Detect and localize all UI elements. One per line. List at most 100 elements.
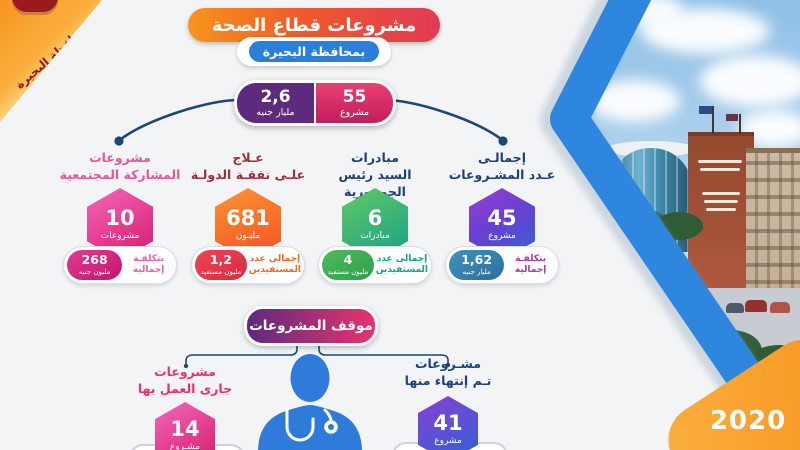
- summary-projects-unit: مشروع: [339, 106, 370, 118]
- status-label-line1: مشروعات: [154, 364, 216, 379]
- info-pill: بتكلفـة إجمالية 268 مليون جنيه: [63, 246, 177, 284]
- info-label-line2: إجمالية: [514, 265, 547, 275]
- hexagon-value: 6: [367, 205, 383, 230]
- column-state-expense-treatment: عـلاج علـى نفقـة الدولـة 681 مليـون إجما…: [183, 150, 313, 300]
- summary-projects: 55 مشروع: [316, 83, 393, 123]
- info-unit: مليار جنيه: [462, 267, 491, 276]
- car: [745, 300, 767, 312]
- bracket-dot: [498, 136, 508, 146]
- column-total-projects: إجمالـى عـدد المشـروعات 45 مشروع بتكلفـة…: [437, 150, 567, 300]
- governorate-crest-icon: [12, 0, 58, 15]
- hexagon-value: 14: [170, 416, 200, 441]
- small-building: [580, 185, 616, 240]
- tower-sign-line: [700, 168, 740, 171]
- bracket-dot: [114, 136, 124, 146]
- info-value-box: 1,62 مليار جنيه: [449, 250, 505, 280]
- info-label: إجمالى عدد المستفيدين: [376, 254, 428, 276]
- column-header-line1: مشروعات: [89, 150, 151, 165]
- info-value-box: 4 مليون مستفيد: [322, 250, 374, 280]
- hexagon-value: 45: [487, 205, 517, 230]
- hexagon-value: 41: [433, 410, 463, 435]
- info-pill: إجمالى عدد المستفيدين 1,2 مليون مستفيد: [191, 246, 305, 284]
- info-value: 4: [343, 252, 353, 268]
- info-value-box: 268 مليون جنيه: [67, 250, 123, 280]
- info-label: بتكلفـة إجمالية: [124, 254, 173, 276]
- bracket-line: [385, 98, 502, 141]
- status-title-pill: موقف المشروعات: [244, 306, 378, 346]
- info-unit: مليون مستفيد: [200, 267, 242, 276]
- tree: [655, 212, 703, 240]
- summary-divider: [314, 88, 316, 118]
- summary-budget: 2,6 مليار جنيه: [237, 83, 314, 123]
- info-value: 268: [81, 252, 108, 268]
- stethoscope-chestpiece-center: [328, 424, 334, 430]
- info-pill: بتكلفـة إجمالية 1,62 مليار جنيه: [445, 246, 559, 284]
- status-label: مشـروعات تـم إنتهاء منها: [383, 356, 513, 390]
- summary-budget-unit: مليار جنيه: [256, 106, 295, 118]
- tower-sign-line: [706, 208, 736, 211]
- column-header-line1: مبادرات: [351, 150, 399, 165]
- hexagon-stat: 14 مشـروع: [155, 402, 215, 450]
- info-value-box: 1,2 مليون مستفيد: [195, 250, 247, 280]
- hexagon-unit: مشروع: [488, 230, 516, 241]
- hexagon-value: 10: [105, 205, 135, 230]
- column-header-line1: إجمالـى: [478, 150, 526, 165]
- info-pill: إجمالى عدد المستفيدين 4 مليون مستفيد: [318, 246, 432, 284]
- year-label: 2020: [709, 406, 787, 436]
- cloud: [700, 55, 800, 107]
- status-label: مشروعات جارى العمل بها: [120, 364, 250, 398]
- info-label-line1: بتكلفـة: [133, 254, 165, 265]
- hexagon-unit: مليـون: [235, 230, 261, 241]
- column-president-initiatives: مبادرات السيد رئيس الجمهورية 6 مبادرات إ…: [310, 150, 440, 300]
- page-subtitle-pill: بمحافظة البحيرة: [237, 37, 391, 66]
- column-header: إجمالـى عـدد المشـروعات: [437, 150, 567, 184]
- hexagon-value: 681: [226, 205, 270, 230]
- info-label-line1: إجمالى عدد: [249, 254, 301, 265]
- governorate-ribbon: محافظة البحيرة: [0, 0, 102, 122]
- flag-pole: [712, 106, 714, 134]
- info-unit: مليون جنيه: [78, 267, 111, 276]
- column-community-participation: مشروعات المشاركة المجتمعية 10 مشروعات بت…: [55, 150, 185, 300]
- tower-sign-line: [704, 200, 738, 203]
- column-header: مشروعات المشاركة المجتمعية: [55, 150, 185, 184]
- doctor-body: [258, 405, 362, 450]
- column-header: عـلاج علـى نفقـة الدولـة: [183, 150, 313, 184]
- summary-budget-value: 2,6: [260, 86, 291, 107]
- flag: [726, 114, 738, 121]
- tower-sign-line: [698, 160, 742, 163]
- cloud: [588, 80, 680, 122]
- column-header-line1: عـلاج: [232, 150, 264, 165]
- info-unit: مليون مستفيد: [327, 267, 369, 276]
- hexagon-unit: مشـروع: [169, 441, 201, 450]
- car: [770, 302, 790, 313]
- column-header-line2: عـدد المشـروعات: [448, 166, 556, 182]
- info-label: إجمالى عدد المستفيدين: [249, 254, 301, 276]
- summary-projects-value: 55: [342, 86, 367, 107]
- column-header-line2: المشاركة المجتمعية: [59, 166, 181, 182]
- summary-badge: 55 مشروع 2,6 مليار جنيه: [234, 80, 396, 126]
- hexagon-unit: مشروع: [434, 435, 462, 446]
- info-label: بتكلفـة إجمالية: [506, 254, 555, 276]
- info-value: 1,2: [209, 252, 232, 268]
- hexagon-unit: مشروعات: [100, 230, 140, 241]
- bracket-line: [120, 98, 239, 141]
- hexagon-unit: مبادرات: [360, 230, 390, 241]
- doctor-icon: [258, 354, 362, 450]
- page-title: مشروعات قطاع الصحة: [188, 8, 440, 42]
- governorate-name: محافظة البحيرة: [12, 22, 90, 92]
- tree: [574, 204, 625, 234]
- status-label-line1: مشـروعات: [414, 356, 482, 371]
- column-header-line2: علـى نفقـة الدولـة: [190, 166, 306, 182]
- status-label-line2: جارى العمل بها: [137, 380, 233, 396]
- info-label-line2: إجمالية: [132, 265, 165, 275]
- doctor-head: [290, 354, 330, 402]
- flag-pole: [739, 114, 741, 134]
- info-label-line1: بتكلفـة: [515, 254, 547, 265]
- status-label-line2: تـم إنتهاء منها: [404, 372, 492, 388]
- tower-sign-line: [702, 192, 740, 195]
- hexagon-stat: 41 مشروع: [418, 396, 478, 450]
- info-value: 1,62: [461, 252, 493, 268]
- info-label-line1: إجمالى عدد: [376, 254, 428, 265]
- info-label-line2: المستفيدين: [248, 265, 301, 275]
